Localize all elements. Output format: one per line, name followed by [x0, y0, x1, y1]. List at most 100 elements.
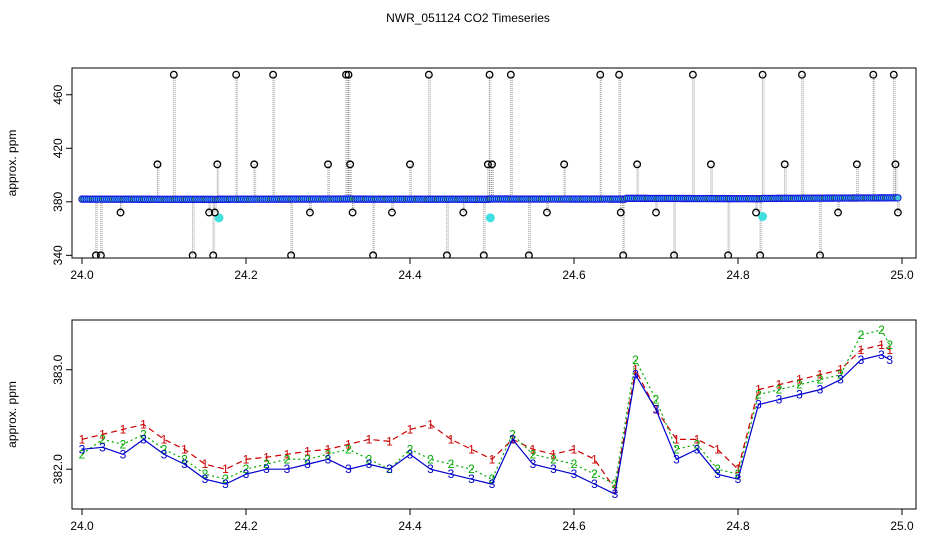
spike-point: [752, 208, 760, 217]
spike-point: [542, 208, 551, 217]
spike-point: [615, 70, 624, 79]
series-marker: 3: [632, 368, 639, 382]
series-marker: 3: [694, 442, 701, 456]
series-marker: 3: [673, 452, 680, 466]
series-marker: 3: [878, 348, 885, 362]
series-marker: 3: [530, 457, 537, 471]
spike-point: [442, 251, 451, 258]
series-marker: 1: [714, 442, 721, 456]
series-marker: 1: [345, 437, 352, 451]
spike-point: [388, 208, 396, 217]
spike-point: [852, 160, 861, 169]
series-marker: 3: [243, 467, 250, 481]
series-line: [81, 329, 891, 486]
series-marker: 1: [407, 422, 414, 436]
spike-point: [889, 70, 898, 79]
series-marker: 2: [99, 432, 106, 446]
spike-point: [232, 70, 241, 79]
series-marker: 3: [120, 447, 127, 461]
spike-point: [213, 160, 222, 169]
series-marker: 1: [120, 422, 127, 436]
series-marker: 2: [427, 452, 434, 466]
y-tick-label: 382.0: [51, 454, 65, 484]
series-marker: 3: [161, 447, 168, 461]
cyan-point: [214, 213, 224, 223]
series-marker: 3: [735, 472, 742, 486]
y-tick-label: 420: [51, 138, 65, 158]
series-marker: 1: [489, 452, 496, 466]
spike-point: [459, 208, 468, 217]
series-marker: 1: [886, 343, 893, 357]
series-marker: 1: [591, 452, 598, 466]
series-marker: 3: [550, 462, 557, 476]
plot-area: [78, 70, 902, 258]
spike-point: [369, 251, 378, 258]
series-marker: 1: [427, 417, 434, 431]
spike-point: [688, 70, 697, 79]
series-marker: 3: [79, 442, 86, 456]
spike-point: [479, 251, 488, 258]
series-marker: 1: [243, 452, 250, 466]
series-marker: 2: [714, 462, 721, 476]
y-tick-label: 383.0: [51, 354, 65, 384]
spike-point: [756, 251, 765, 258]
x-tick-label: 24.8: [726, 268, 750, 282]
series-marker: 2: [530, 447, 537, 461]
series-marker: 1: [181, 442, 188, 456]
series-marker: 2: [571, 457, 578, 471]
x-tick-label: 24.4: [398, 519, 422, 533]
series-marker: 2: [222, 472, 229, 486]
series-marker: 1: [530, 442, 537, 456]
series-line: [81, 344, 891, 491]
series-marker: 2: [755, 388, 762, 402]
spike-point: [287, 251, 296, 258]
series-marker: 2: [673, 442, 680, 456]
series-marker: 3: [837, 373, 844, 387]
series-marker: 2: [612, 477, 619, 491]
spike-point: [344, 70, 353, 79]
series-marker: 3: [776, 393, 783, 407]
series-marker: 2: [243, 462, 250, 476]
x-tick-label: 24.0: [70, 268, 94, 282]
series-marker: 1: [632, 363, 639, 377]
series-marker: 2: [509, 427, 516, 441]
series-marker: 3: [325, 452, 332, 466]
series-marker: 2: [202, 467, 209, 481]
series-marker: 1: [673, 432, 680, 446]
spike-point: [324, 160, 332, 169]
series-marker: 3: [222, 477, 229, 491]
spike-point: [306, 208, 314, 217]
series-marker: 2: [284, 452, 291, 466]
series-marker: 3: [714, 467, 721, 481]
series-marker: 2: [878, 323, 885, 337]
x-tick-label: 24.8: [726, 519, 750, 533]
series-marker: 2: [79, 447, 86, 461]
series-marker: 1: [776, 378, 783, 392]
y-tick-label: 340: [51, 245, 65, 265]
series-marker: 3: [448, 467, 455, 481]
spike-point: [670, 251, 678, 258]
series-marker: 3: [755, 398, 762, 412]
y-axis-label: approx. ppm: [5, 381, 19, 448]
series-marker: 2: [407, 442, 414, 456]
bottom-panel: 24.0 24.2 24.4 24.6 24.8 25.0 382.0 383.0 approx…: [5, 319, 917, 533]
series-marker: 1: [468, 442, 475, 456]
series-marker: 3: [886, 353, 893, 367]
series-marker: 2: [796, 378, 803, 392]
series-marker: 3: [817, 383, 824, 397]
series-marker: 3: [489, 477, 496, 491]
spike-point: [488, 160, 496, 169]
cyan-point: [758, 212, 768, 222]
series-marker: 3: [571, 467, 578, 481]
series-marker: 2: [653, 393, 660, 407]
series-marker: 1: [161, 432, 168, 446]
series-marker: 2: [550, 452, 557, 466]
series-marker: 2: [468, 462, 475, 476]
series-marker: 3: [468, 472, 475, 486]
series-marker: 1: [79, 432, 86, 446]
series-marker: 3: [386, 462, 393, 476]
series-marker: 3: [263, 462, 270, 476]
spike-point: [798, 70, 806, 79]
